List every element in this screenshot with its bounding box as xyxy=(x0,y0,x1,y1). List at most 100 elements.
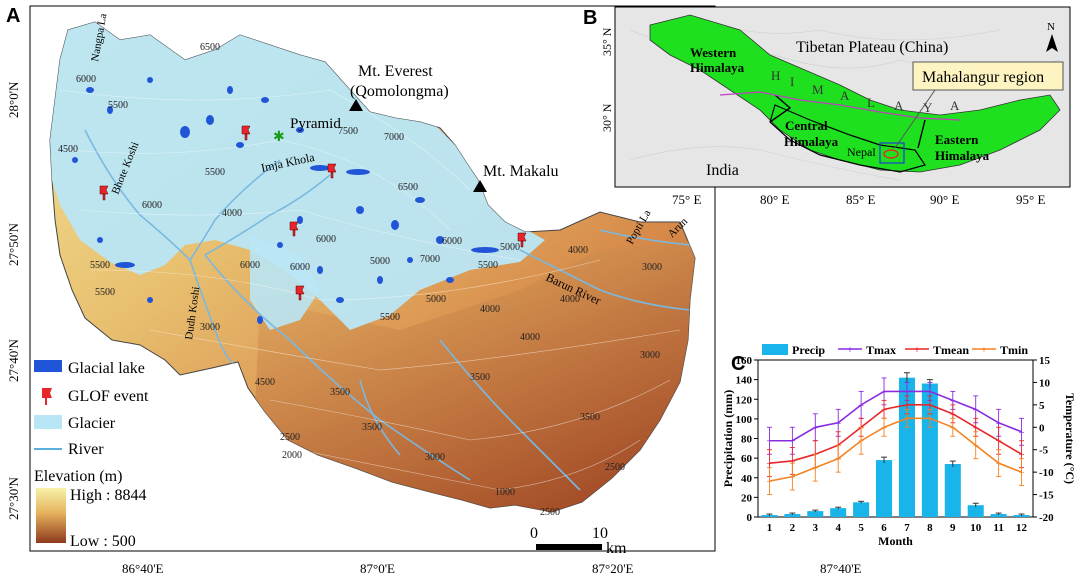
everest-label-2: (Qomolongma) xyxy=(350,83,449,100)
series-point: + xyxy=(789,457,796,466)
himalaya-letter: A xyxy=(950,98,960,113)
legend-label-river: River xyxy=(68,441,104,458)
precip-bar xyxy=(944,464,961,517)
contour-label: 7500 xyxy=(338,126,358,137)
contour-label: 4000 xyxy=(480,304,500,315)
north-arrow-label: N xyxy=(1047,21,1055,33)
legend-elevation-high: High : 8844 xyxy=(70,487,146,504)
scale-label-ten: 10 xyxy=(592,525,608,542)
contour-label: 5000 xyxy=(500,242,520,253)
y-tick-label: 40 xyxy=(741,473,753,485)
label-india: India xyxy=(706,162,739,179)
series-point: + xyxy=(812,423,819,432)
lat-label: 27°50'N xyxy=(6,222,21,266)
region-boundary-west xyxy=(769,94,792,123)
contour-label: 2000 xyxy=(282,450,302,461)
x-tick-label: 11 xyxy=(993,522,1003,534)
lat-label: 28°0'N xyxy=(6,81,21,118)
series-point: + xyxy=(766,459,773,468)
contour-label: 6000 xyxy=(316,234,336,245)
series-point: + xyxy=(927,414,934,423)
contour-label: 5500 xyxy=(90,260,110,271)
series-point: + xyxy=(904,387,911,396)
panel-a-letter: A xyxy=(6,5,20,27)
x-tick-label: 6 xyxy=(881,522,887,534)
makalu-label: Mt. Makalu xyxy=(483,163,559,180)
himalaya-letter: Y xyxy=(923,100,933,115)
lon-labels: 86°40'E 87°0'E 87°20'E 87°40'E xyxy=(122,561,862,576)
y2-tick-label: 10 xyxy=(1039,377,1051,389)
pyramid-label: Pyramid xyxy=(290,116,341,132)
lon-label: 75° E xyxy=(672,192,701,207)
series-point: + xyxy=(835,419,842,428)
series-point: + xyxy=(927,401,934,410)
everest-label-1: Mt. Everest xyxy=(358,63,433,80)
x-tick-label: 10 xyxy=(970,522,982,534)
series-point: + xyxy=(972,405,979,414)
lat-label: 30° N xyxy=(600,103,614,132)
y-tick-label: 140 xyxy=(736,375,753,387)
contour-label: 3000 xyxy=(425,452,445,463)
y-tick-label: 80 xyxy=(741,434,753,446)
label-eastern-2: Himalaya xyxy=(935,148,990,163)
callout-box xyxy=(912,61,1064,91)
panel-c-chart: C 020406080100120140160-20-15-10-5051015… xyxy=(721,338,1077,548)
lat-label: 27°30'N xyxy=(6,476,21,520)
series-point: + xyxy=(995,437,1002,446)
y-axis-title: Precipitation (mm) xyxy=(721,390,735,487)
series-point: + xyxy=(904,401,911,410)
legend-elevation-ramp xyxy=(36,488,66,543)
nepal-outline xyxy=(769,104,926,173)
glof-events xyxy=(99,125,527,301)
x-tick-label: 12 xyxy=(1016,522,1028,534)
contour-label: 3000 xyxy=(200,322,220,333)
contour-label: 6000 xyxy=(76,74,96,85)
series-point: + xyxy=(881,387,888,396)
x-tick-label: 4 xyxy=(835,522,841,534)
panel-b-lat-labels: 35° N 30° N xyxy=(600,27,614,132)
pyramid-marker-icon: ✱ xyxy=(273,129,285,145)
legend-elevation-title: Elevation (m) xyxy=(34,468,122,485)
contour-label: 3000 xyxy=(640,350,660,361)
y-tick-label: 20 xyxy=(741,492,753,504)
lat-label: 35° N xyxy=(600,27,614,56)
y2-tick-label: 15 xyxy=(1039,355,1051,367)
lon-label: 80° E xyxy=(760,192,789,207)
contour-label: 4500 xyxy=(255,377,275,388)
y2-tick-label: -5 xyxy=(1039,445,1049,457)
precip-bar xyxy=(830,508,847,517)
legend-marker: + xyxy=(847,345,854,354)
precip-bar xyxy=(921,383,938,517)
himalaya-letter: L xyxy=(867,95,876,110)
himalaya-arc xyxy=(649,14,1061,173)
glacial-lakes xyxy=(72,77,499,324)
x-tick-label: 3 xyxy=(813,522,819,534)
contour-label: 2500 xyxy=(605,462,625,473)
series-line-tmean xyxy=(769,404,1022,464)
y2-tick-label: -15 xyxy=(1039,490,1054,502)
contour-label: 4000 xyxy=(520,332,540,343)
makalu-marker xyxy=(473,180,487,192)
mahalangur-box xyxy=(879,142,905,164)
legend-label-glacial-lake: Glacial lake xyxy=(68,360,145,377)
contour-label: 3500 xyxy=(330,387,350,398)
himalaya-letter: M xyxy=(812,82,825,97)
lon-label: 95° E xyxy=(1016,192,1045,207)
y-tick-label: 120 xyxy=(736,394,753,406)
contour-label: 4000 xyxy=(568,245,588,256)
contour-label: 3500 xyxy=(580,412,600,423)
label-tibet: Tibetan Plateau (China) xyxy=(796,39,948,56)
contour-label: 1000 xyxy=(495,487,515,498)
series-point: + xyxy=(835,455,842,464)
north-arrow: N xyxy=(1046,21,1058,52)
lon-label: 87°20'E xyxy=(592,561,634,576)
series-point: + xyxy=(766,477,773,486)
legend-swatch-glacial-lake xyxy=(34,360,62,372)
series-point: + xyxy=(789,437,796,446)
precip-bar xyxy=(853,502,870,517)
legend-swatch-glof xyxy=(42,388,52,405)
precip-bar xyxy=(967,505,984,517)
callout-leader xyxy=(894,89,936,149)
precip-bar xyxy=(876,460,893,517)
